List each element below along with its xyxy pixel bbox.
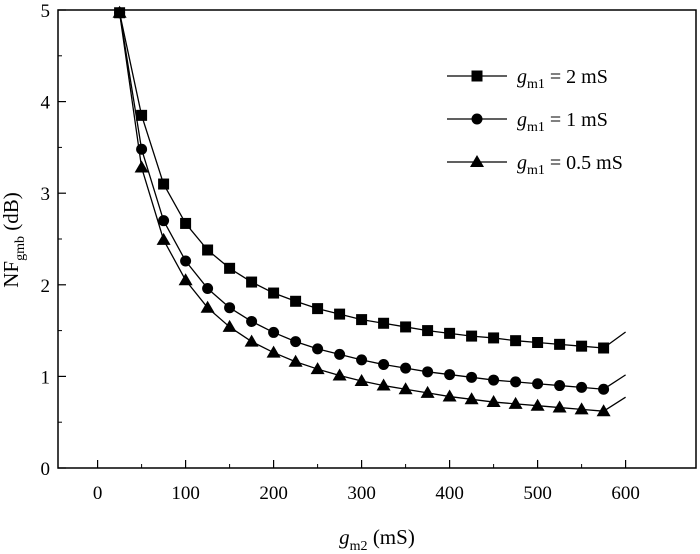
legend-label-square: gm1 = 2 mS [517,66,608,92]
data-point-circle [312,343,324,355]
data-point-circle [136,143,148,155]
data-point-triangle [552,400,567,413]
data-point-triangle [486,395,501,408]
data-point-circle [532,378,544,390]
data-point-triangle [508,396,523,409]
data-point-square [312,303,324,315]
data-point-triangle [332,368,347,381]
data-point-circle [378,358,390,370]
data-point-triangle [200,300,215,313]
y-tick-label: 2 [41,276,51,297]
data-point-square [598,342,610,354]
legend-marker-circle [471,113,483,125]
data-point-circle [488,374,500,386]
x-tick-label: 100 [171,483,200,504]
data-point-square [158,178,170,190]
data-point-triangle [464,392,479,405]
data-point-triangle [574,402,589,415]
data-point-square [510,335,522,347]
data-point-square [180,217,192,229]
data-point-circle [224,302,236,314]
data-point-circle [598,383,610,395]
data-point-triangle [222,319,237,332]
x-tick-label: 0 [93,483,103,504]
axis-ticks [58,9,627,469]
data-point-square [136,109,148,121]
data-point-square [532,337,544,349]
data-point-square [268,287,280,299]
data-point-square [246,276,258,288]
data-point-triangle [530,398,545,411]
data-point-circle [554,380,566,392]
data-point-triangle [266,345,281,358]
y-tick-label: 3 [41,184,51,205]
data-point-circle [246,315,258,327]
data-point-triangle [288,354,303,367]
data-point-circle [334,348,346,360]
data-point-triangle [442,389,457,402]
data-point-square [400,321,412,333]
y-tick-label: 0 [41,459,51,480]
data-point-circle [422,366,434,378]
data-point-square [334,308,346,320]
y-tick-label: 1 [41,367,51,388]
data-point-triangle [354,373,369,386]
data-point-circle [268,326,280,338]
legend: gm1 = 2 mS gm1 = 1 mS gm1 = 0.5 mS [447,66,623,178]
data-point-square [466,330,478,342]
x-axis-title: gm2 (mS) [339,525,415,554]
legend-marker-square [471,70,483,82]
y-tick-label: 4 [41,93,51,114]
data-point-triangle [420,385,435,398]
x-tick-label: 400 [435,483,464,504]
legend-label-triangle: gm1 = 0.5 mS [517,152,623,178]
data-point-square [554,338,566,350]
data-point-circle [576,381,588,393]
data-point-circle [444,369,456,381]
y-tick-label: 5 [41,1,51,22]
x-tick-label: 600 [611,483,640,504]
data-point-triangle [244,334,259,347]
data-point-square [290,295,302,307]
data-point-triangle [134,160,149,173]
data-point-circle [466,371,478,383]
series-markers [112,5,611,417]
data-point-triangle [178,273,193,286]
data-point-circle [202,282,214,294]
data-point-square [378,317,390,329]
data-point-square [224,262,236,274]
data-point-circle [356,354,368,366]
data-point-square [576,340,588,352]
data-point-square [356,314,368,326]
legend-marker-triangle [470,155,484,167]
data-point-square [488,332,500,344]
data-point-circle [400,362,412,374]
y-axis-title: NFgmb (dB) [0,192,28,288]
data-point-circle [290,336,302,348]
data-point-triangle [398,382,413,395]
data-point-square [444,327,456,339]
data-point-triangle [596,404,611,417]
series-line-square [118,12,626,349]
data-point-circle [510,376,522,388]
data-point-triangle [376,378,391,391]
tick-labels: 0 100 200 300 400 500 600 0 1 2 3 4 5 [41,1,640,504]
data-point-triangle [310,362,325,375]
data-point-circle [180,255,192,267]
data-point-circle [158,215,170,227]
data-point-triangle [112,5,127,18]
data-point-square [422,325,434,337]
data-point-triangle [156,232,171,245]
x-tick-label: 300 [347,483,376,504]
x-tick-label: 200 [259,483,288,504]
data-point-square [202,244,214,256]
x-tick-label: 500 [523,483,552,504]
legend-label-circle: gm1 = 1 mS [517,109,608,135]
